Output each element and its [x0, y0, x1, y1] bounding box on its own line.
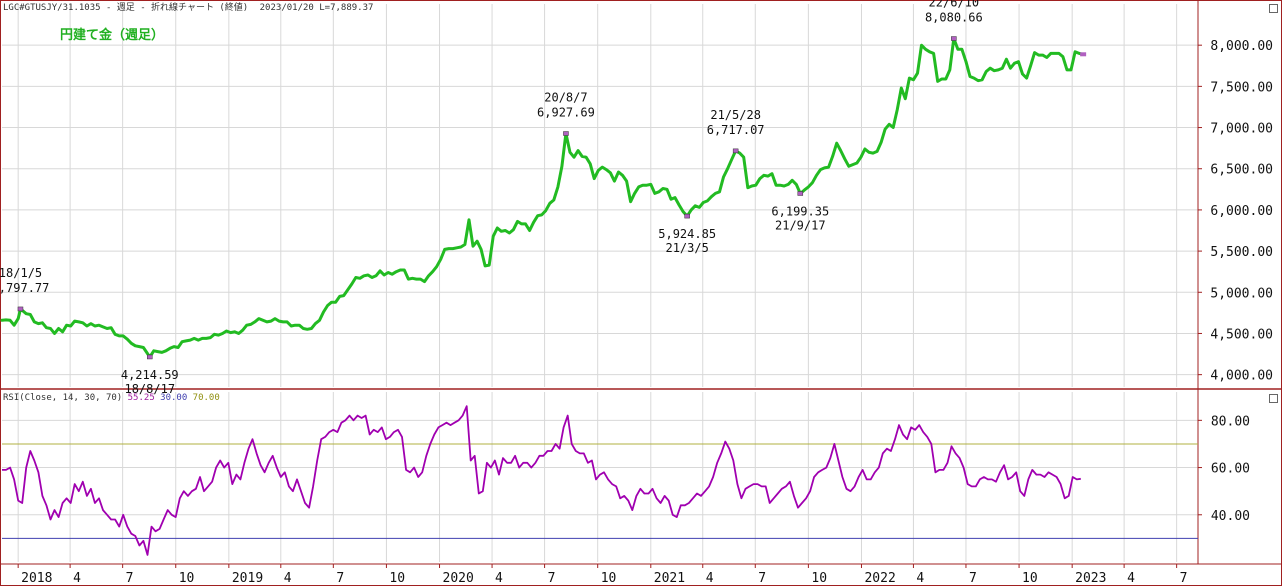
price-y-tick-label: 8,000.00: [1210, 39, 1273, 54]
x-tick-label: 4: [73, 571, 81, 586]
last-text: L=7,889.37: [319, 3, 374, 13]
x-tick-label: 7: [548, 571, 556, 586]
x-tick-label: 10: [389, 571, 405, 586]
x-tick-label: 10: [179, 571, 195, 586]
x-tick-label: 10: [601, 571, 617, 586]
x-tick-label: 2022: [864, 571, 895, 586]
annotation-value-label: 4,797.77: [0, 281, 49, 295]
price-panel-close-box[interactable]: [1269, 4, 1278, 13]
annotation-date-label: 18/1/5: [0, 266, 42, 280]
date-text: 2023/01/20: [259, 3, 314, 13]
annotation-date-label: 18/8/17: [124, 382, 175, 396]
x-tick-label: 4: [495, 571, 503, 586]
annotation-date-label: 21/9/17: [775, 218, 826, 232]
annotation-value-label: 8,080.66: [925, 11, 983, 25]
x-tick-label: 7: [758, 571, 766, 586]
price-y-tick-label: 6,000.00: [1210, 204, 1273, 219]
price-series-line: [0, 37, 1085, 359]
symbol-text: LGC#GTUSJY/31.1035 - 週足 - 折れ線チャート (終値): [3, 3, 249, 13]
extremum-marker: [732, 148, 739, 154]
extremum-marker: [684, 213, 690, 219]
annotation-date-label: 22/6/10: [929, 0, 980, 10]
x-tick-label: 7: [1180, 571, 1188, 586]
x-tick-label: 7: [126, 571, 134, 586]
rsi-upper-value: 70.00: [192, 393, 220, 403]
chart-header: LGC#GTUSJY/31.1035 - 週足 - 折れ線チャート (終値) 2…: [3, 3, 373, 14]
price-y-tick-label: 5,000.00: [1210, 286, 1273, 301]
rsi-label: RSI(Close, 14, 30, 70): [3, 393, 123, 403]
x-tick-label: 4: [1127, 571, 1135, 586]
x-tick-label: 7: [969, 571, 977, 586]
x-tick-label: 7: [336, 571, 344, 586]
price-y-tick-label: 7,000.00: [1210, 122, 1273, 137]
extremum-marker: [951, 36, 957, 41]
extremum-marker: [563, 131, 569, 136]
x-tick-label: 4: [284, 571, 292, 586]
rsi-lower-value: 30.00: [160, 393, 188, 403]
x-tick-label: 2019: [232, 571, 263, 586]
x-tick-label: 4: [706, 571, 714, 586]
rsi-y-tick-label: 60.00: [1211, 462, 1250, 477]
annotation-value-label: 5,924.85: [658, 227, 716, 241]
x-tick-label: 2021: [654, 571, 685, 586]
x-tick-label: 10: [811, 571, 827, 586]
x-tick-label: 10: [1022, 571, 1038, 586]
price-y-tick-label: 4,000.00: [1210, 369, 1273, 384]
annotation-date-label: 20/8/7: [544, 91, 587, 105]
annotation-value-label: 6,199.35: [771, 204, 829, 218]
annotation-date-label: 21/3/5: [665, 241, 708, 255]
annotation-value-label: 6,927.69: [537, 106, 595, 120]
extremum-marker: [147, 354, 153, 360]
x-tick-label: 4: [916, 571, 924, 586]
annotation-date-label: 21/5/28: [710, 108, 761, 122]
x-tick-label: 2023: [1075, 571, 1106, 586]
rsi-panel-close-box[interactable]: [1269, 394, 1278, 403]
price-y-tick-label: 5,500.00: [1210, 245, 1273, 260]
price-last-marker: [1080, 52, 1087, 57]
x-tick-label: 2020: [443, 571, 474, 586]
x-tick-label: 2018: [21, 571, 52, 586]
chart-title: 円建て金（週足）: [60, 28, 165, 43]
annotation-value-label: 6,717.07: [707, 123, 765, 137]
annotation-value-label: 4,214.59: [121, 368, 179, 382]
price-y-tick-label: 6,500.00: [1210, 163, 1273, 178]
price-y-tick-label: 4,500.00: [1210, 327, 1273, 342]
extremum-marker: [797, 191, 804, 196]
rsi-series-line: [2, 405, 1081, 556]
extremum-marker: [17, 306, 24, 312]
price-y-tick-label: 7,500.00: [1210, 80, 1273, 95]
rsi-value: 55.25: [127, 393, 155, 403]
rsi-y-tick-label: 40.00: [1211, 509, 1250, 524]
rsi-header: RSI(Close, 14, 30, 70) 55.25 30.00 70.00: [3, 393, 220, 404]
rsi-y-tick-label: 80.00: [1211, 414, 1250, 429]
